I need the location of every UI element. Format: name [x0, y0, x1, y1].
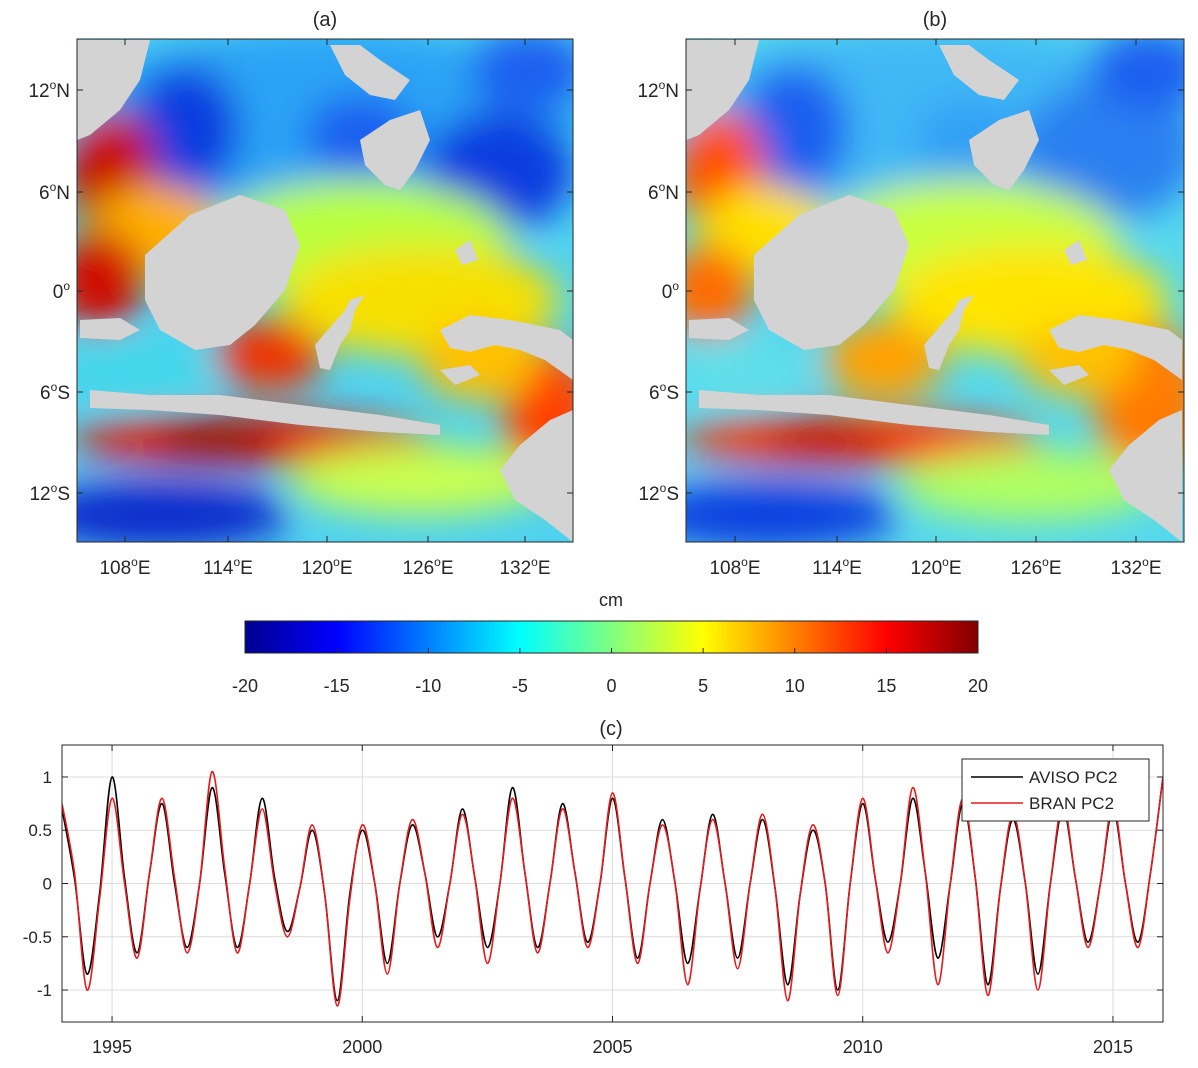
- panel-b-lat-label: 12oS: [638, 481, 679, 505]
- y-tick-label: 1: [43, 768, 52, 787]
- panel-b-lon-label: 114oE: [812, 555, 862, 579]
- panel-a: (a): [28, 9, 574, 579]
- panel-a-map: [77, 39, 573, 542]
- colorbar-unit: cm: [599, 590, 623, 610]
- x-tick-label: 2015: [1093, 1037, 1133, 1057]
- panel-a-lon-label: 126oE: [402, 555, 453, 579]
- axes: 1995 2000 2005 2010 2015 -1 -0.5 0 0.5 1: [23, 745, 1163, 1057]
- panel-b-lon-label: 132oE: [1110, 555, 1161, 579]
- panel-b-lat-label: 12oN: [637, 78, 679, 102]
- panel-a-lon-label: 120oE: [301, 555, 352, 579]
- panel-b-map: [686, 39, 1184, 542]
- panel-a-lat-label: 6oS: [40, 380, 70, 404]
- colorbar-tick-label: 5: [698, 676, 708, 696]
- panel-b-lon-label: 120oE: [910, 555, 961, 579]
- legend: AVISO PC2 BRAN PC2: [961, 758, 1150, 822]
- colorbar-tick-label: -20: [232, 676, 258, 696]
- x-tick-label: 2010: [843, 1037, 883, 1057]
- panel-b-lat-label: 0o: [662, 279, 680, 303]
- panel-b-lon-label: 108oE: [709, 555, 760, 579]
- panel-a-title: (a): [313, 9, 337, 31]
- colorbar-ticks: -20 -15 -10 -5 0 5 10 15 20: [232, 648, 988, 696]
- panel-a-lat-axis: 12oN 6oN 0o 6oS 12oS: [28, 78, 573, 505]
- panel-a-lon-label: 132oE: [499, 555, 550, 579]
- colorbar-tick-label: 10: [785, 676, 805, 696]
- colorbar-tick-label: 15: [876, 676, 896, 696]
- y-tick-label: -1: [37, 981, 52, 1000]
- x-tick-label: 1995: [92, 1037, 132, 1057]
- panel-a-lat-label: 12oN: [28, 78, 70, 102]
- panel-c-title: (c): [599, 718, 622, 740]
- colorbar-tick-label: -15: [324, 676, 350, 696]
- panel-a-lon-axis: 108oE 114oE 120oE 126oE 132oE: [99, 39, 551, 579]
- legend-box: [961, 758, 1150, 822]
- y-tick-label: 0: [43, 875, 52, 894]
- panel-a-lat-label: 6oN: [39, 180, 70, 204]
- panel-b-lat-label: 6oS: [649, 380, 679, 404]
- series-bran-pc2: [62, 770, 1163, 1007]
- panel-a-lon-label: 108oE: [99, 555, 150, 579]
- legend-label-aviso: AVISO PC2: [1029, 768, 1118, 787]
- panel-b-lat-label: 6oN: [648, 180, 679, 204]
- colorbar-tick-label: -5: [512, 676, 528, 696]
- colorbar-tick-label: 20: [968, 676, 988, 696]
- panel-b-lon-axis: 108oE 114oE 120oE 126oE 132oE: [709, 39, 1162, 579]
- colorbar-tick-label: 0: [606, 676, 616, 696]
- panel-b-lon-label: 126oE: [1010, 555, 1061, 579]
- panel-b-title: (b): [923, 9, 947, 31]
- panel-a-lat-label: 12oS: [29, 481, 70, 505]
- colorbar: cm -20 -15 -10 -5 0 5 10 15 20: [232, 590, 988, 696]
- grid: [62, 745, 1163, 1022]
- legend-label-bran: BRAN PC2: [1029, 794, 1114, 813]
- x-tick-label: 2005: [592, 1037, 632, 1057]
- y-tick-label: -0.5: [23, 928, 52, 947]
- panel-a-lat-label: 0o: [53, 279, 71, 303]
- x-tick-label: 2000: [342, 1037, 382, 1057]
- panel-a-lon-label: 114oE: [203, 555, 253, 579]
- panel-b-lat-axis: 12oN 6oN 0o 6oS 12oS: [637, 78, 1184, 505]
- colorbar-tick-label: -10: [415, 676, 441, 696]
- y-tick-label: 0.5: [28, 821, 52, 840]
- panel-c: (c) 1995 2000 2005 2010 2015 -1 -0.5 0 0.5 1 AVIS…: [23, 718, 1164, 1057]
- panel-b: (b): [637, 9, 1185, 579]
- colorbar-gradient: [244, 620, 979, 654]
